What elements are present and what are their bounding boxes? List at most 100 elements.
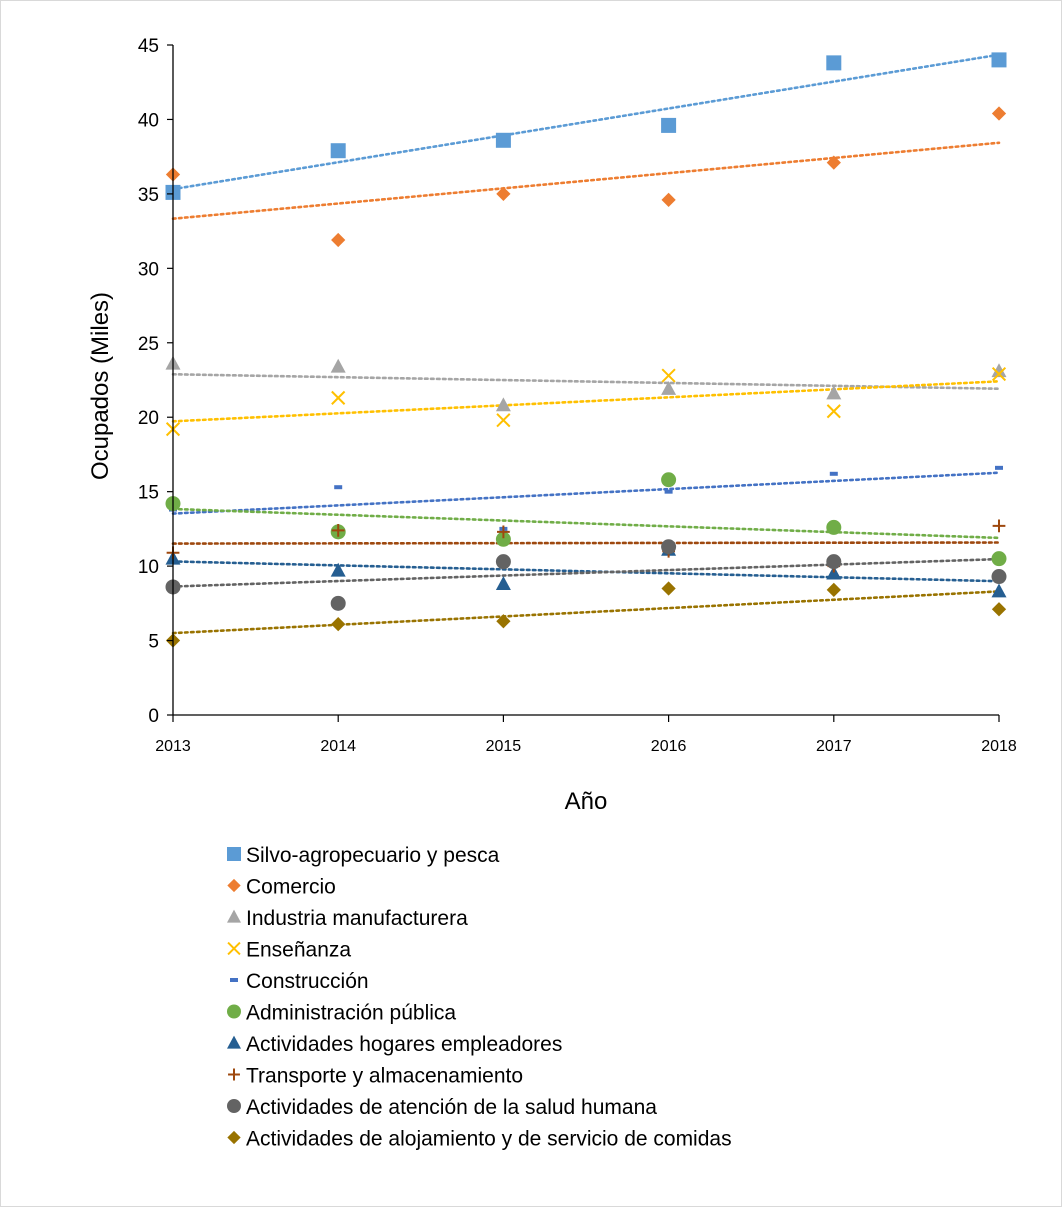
data-point [330,595,346,611]
legend-item: Administración pública [227,1002,456,1025]
legend-marker [227,909,241,923]
data-point [661,192,676,207]
legend-label: Industria manufacturera [246,907,468,930]
data-point [826,55,842,71]
legend-marker [228,1068,240,1081]
data-point [334,485,343,490]
legend-item: Comercio [227,876,336,899]
legend-item: Transporte y almacenamiento [228,1065,523,1088]
data-point [661,539,677,555]
legend-marker [227,878,241,893]
data-point [991,363,1007,378]
data-point [330,562,346,577]
trendline-6 [171,507,1001,540]
legend-marker [230,978,238,982]
data-point [991,551,1007,567]
data-point [495,576,511,590]
data-point [330,143,346,159]
legend-label: Enseñanza [246,939,351,962]
data-point [331,232,346,248]
trendline-3 [171,372,1001,391]
marker-layer [165,52,1007,648]
y-tick-label: 5 [148,632,159,653]
x-tick-label: 2018 [981,738,1017,755]
legend-item: Actividades de atención de la salud huma… [227,1096,657,1119]
data-point [991,602,1007,617]
y-tick-label: 0 [148,706,159,727]
trendline-8 [171,541,1001,545]
y-tick-label: 45 [138,36,159,57]
y-tick-label: 10 [138,557,159,578]
axis-layer: 0 5 10 15 20 25 30 35 40 45 2013 2014 2015 2016 2017 20… [138,36,1017,755]
legend-item: Construcción [230,970,369,993]
data-point [495,397,511,412]
legend-marker [227,1130,241,1145]
data-point [826,554,842,570]
y-tick-label: 25 [138,334,159,355]
legend-marker [227,847,241,861]
legend-item: Actividades hogares empleadores [227,1033,562,1056]
data-point [991,583,1007,598]
y-axis-title: Ocupados (Miles) [87,292,114,480]
data-point [495,531,511,547]
data-point [495,554,511,570]
data-point [661,472,677,488]
trendline-2 [171,141,1001,221]
series-1 [165,52,1007,200]
data-point [826,565,842,580]
data-point [661,117,677,133]
data-point [826,404,841,419]
data-point [991,366,1007,382]
trendline-layer [171,53,1001,635]
x-tick-label: 2013 [155,738,191,755]
data-point [992,519,1006,533]
series-6 [165,472,1007,567]
series-3 [165,355,1007,412]
data-point [826,582,841,598]
legend-label: Administración pública [246,1002,456,1025]
data-point [995,465,1003,470]
series-10 [165,581,1007,648]
legend-marker [227,1035,241,1049]
data-point [826,155,841,170]
legend-item: Industria manufacturera [227,907,468,930]
legend-label: Silvo-agropecuario y pesca [246,844,500,867]
data-point [495,132,511,148]
data-point [497,525,510,539]
data-point [991,52,1007,68]
legend-marker [227,1004,241,1019]
data-point [331,524,345,537]
legend-label: Construcción [246,970,369,993]
trendline-5 [171,471,1001,515]
series-5 [169,465,1003,531]
data-point [330,358,346,373]
legend-label: Comercio [246,876,336,899]
data-point [661,581,676,596]
legend-marker [227,1099,241,1113]
x-tick-label: 2015 [486,738,522,755]
trendline-9 [171,557,1001,588]
data-point [826,519,842,535]
data-point [661,381,677,395]
series-9 [165,539,1007,611]
legend-label: Actividades de alojamiento y de servicio… [246,1128,732,1151]
x-tick-label: 2016 [651,738,687,755]
y-tick-label: 30 [138,259,159,280]
y-tick-label: 40 [138,110,159,131]
series-2 [165,106,1007,248]
legend-item: Silvo-agropecuario y pesca [227,844,500,867]
legend-item: Actividades de alojamiento y de servicio… [227,1128,732,1151]
data-point [664,489,673,494]
x-tick-label: 2017 [816,738,852,755]
legend-label: Transporte y almacenamiento [246,1065,523,1088]
data-point [331,617,346,632]
x-axis-title: Año [565,788,608,815]
data-point [496,413,511,428]
legend-marker [227,941,241,956]
data-point [991,569,1007,585]
data-point [991,106,1007,121]
y-tick-label: 20 [138,408,159,429]
y-tick-label: 35 [138,185,159,206]
